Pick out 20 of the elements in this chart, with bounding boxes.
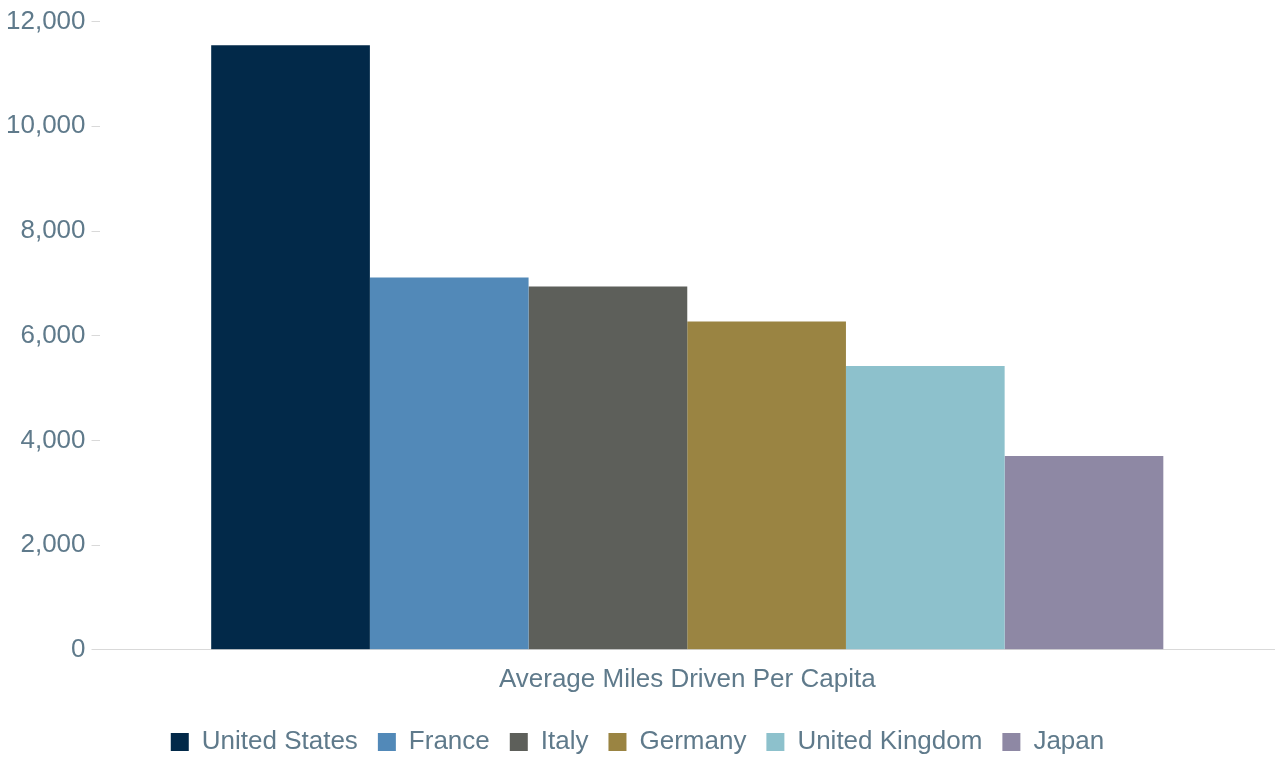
bar (211, 45, 370, 650)
y-tick-label: 2,000 (20, 528, 86, 559)
bar (687, 321, 846, 650)
legend-label: Italy (540, 725, 589, 756)
legend-label: Germany (639, 725, 747, 756)
x-tick-label: Average Miles Driven Per Capita (498, 662, 877, 693)
y-tick-label: 12,000 (5, 4, 86, 35)
y-tick-label: 10,000 (5, 109, 86, 140)
legend-label: Japan (1033, 725, 1105, 756)
bar (369, 277, 529, 650)
y-tick-label: 6,000 (20, 318, 86, 349)
y-tick-label: 4,000 (20, 423, 86, 454)
y-tick-label: 0 (71, 632, 86, 663)
bar (528, 286, 688, 650)
bar (845, 366, 1005, 650)
bar (1004, 456, 1164, 650)
legend-label: United Kingdom (797, 725, 983, 756)
legend-label: United States (201, 725, 358, 756)
y-tick-label: 8,000 (20, 214, 86, 245)
legend-label: France (408, 725, 490, 756)
